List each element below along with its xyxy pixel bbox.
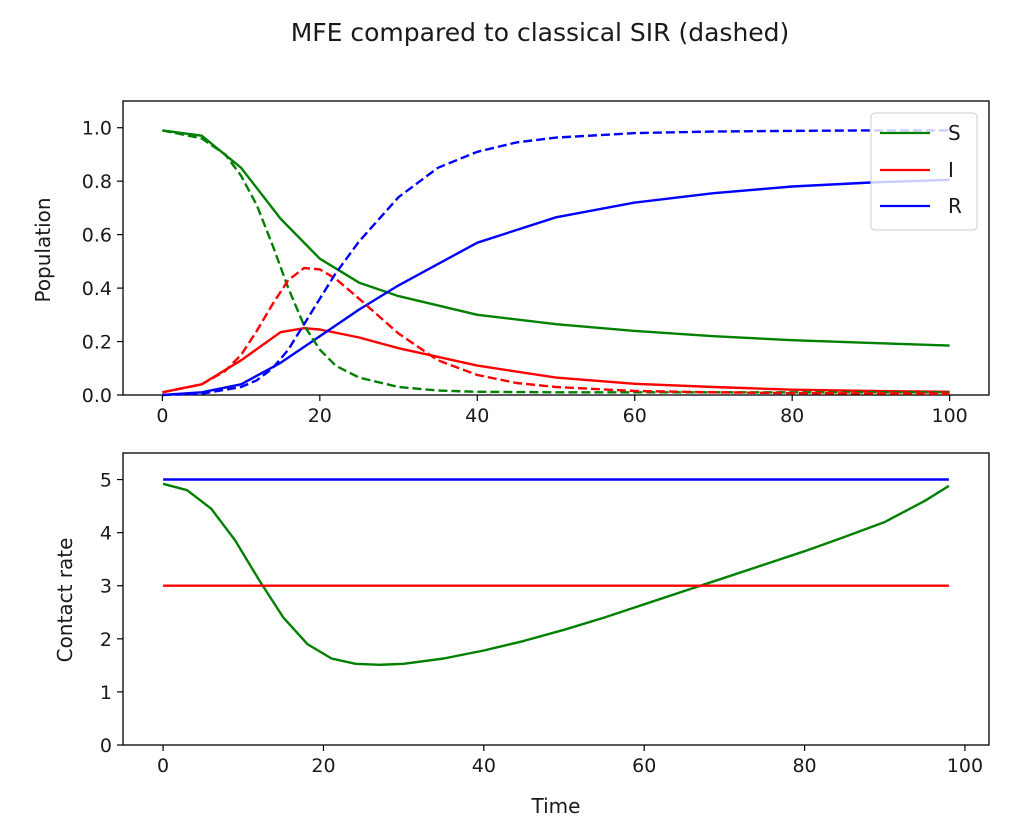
contact-rate-panel: 0 20 40 60 80 100 0 1 2 3 4 5 Contact rate Time [53,452,990,818]
population-y-tick-label: 0.8 [82,171,112,193]
population-x-tick-label: 80 [780,405,804,427]
population-plot-frame [122,100,990,396]
legend-entry-s: S [880,121,961,145]
population-y-tick-label: 0.2 [82,332,112,354]
x-axis-label: Time [531,794,581,818]
population-x-tick-label: 20 [308,405,332,427]
contact-rate-y-axis-label: Contact rate [53,538,77,663]
population-lines [162,129,950,397]
population-panel: 0 20 40 60 80 100 0.0 0.2 0.4 0.6 0.8 1.0 Populati… [31,100,990,427]
contact-rate-x-tick-label: 80 [792,755,816,777]
contact-rate-x-tick-label: 40 [472,755,496,777]
contact-rate-plot-frame [122,452,990,746]
population-x-tick-label: 60 [623,405,647,427]
contact-rate-y-tick-label: 4 [100,523,112,545]
population-line-r [162,178,950,397]
population-x-axis-ticks: 0 20 40 60 80 100 [156,395,968,427]
population-line-i [162,327,950,394]
legend-label-r: R [948,194,962,218]
contact-rate-x-tick-label: 100 [947,755,983,777]
population-line-s-classical [162,129,950,394]
contact-rate-line-s [162,482,950,666]
contact-rate-x-axis-ticks: 0 20 40 60 80 100 [157,745,983,777]
population-y-axis-ticks: 0.0 0.2 0.4 0.6 0.8 1.0 [82,118,123,407]
population-line-r-classical [162,129,950,397]
contact-rate-x-tick-label: 20 [311,755,335,777]
population-line-i-classical [162,266,950,395]
contact-rate-y-tick-label: 2 [100,629,112,651]
population-x-tick-label: 40 [465,405,489,427]
contact-rate-y-axis-ticks: 0 1 2 3 4 5 [100,470,123,757]
contact-rate-lines [162,478,950,666]
contact-rate-y-tick-label: 5 [100,470,112,492]
population-line-s [162,129,950,347]
contact-rate-x-tick-label: 0 [157,755,169,777]
population-x-tick-label: 100 [932,405,968,427]
population-y-tick-label: 0.6 [82,225,112,247]
legend-label-s: S [948,121,961,145]
population-y-tick-label: 1.0 [82,118,112,140]
population-y-tick-label: 0.0 [82,385,112,407]
legend: S I R [870,112,978,231]
legend-label-i: I [948,158,954,182]
population-y-axis-label: Population [31,197,55,302]
legend-box [870,112,978,231]
contact-rate-y-tick-label: 1 [100,682,112,704]
legend-entry-r: R [880,194,962,218]
contact-rate-y-tick-label: 3 [100,576,112,598]
population-x-tick-label: 0 [156,405,168,427]
legend-entry-i: I [880,158,954,182]
contact-rate-y-tick-label: 0 [100,735,112,757]
figure-title: MFE compared to classical SIR (dashed) [291,18,790,47]
contact-rate-x-tick-label: 60 [632,755,656,777]
population-y-tick-label: 0.4 [82,278,112,300]
